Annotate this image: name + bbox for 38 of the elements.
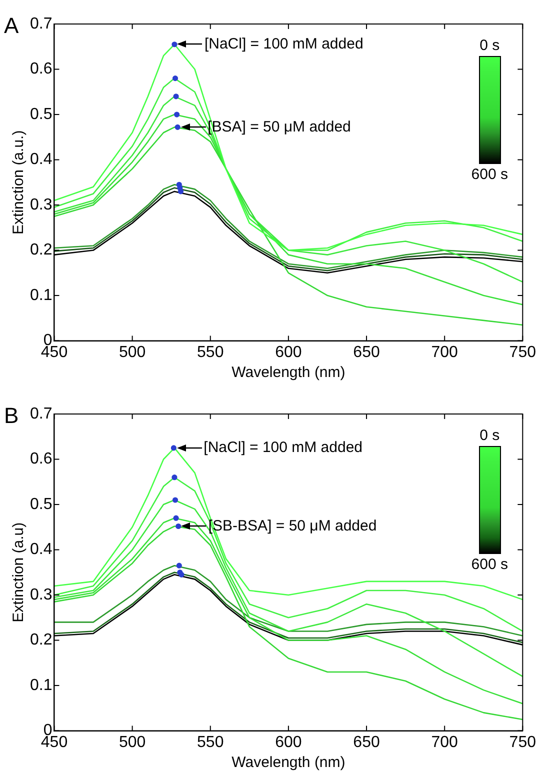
y-tick-label: 0.2 [30,242,52,259]
chart-title: A [4,13,19,38]
y-tick-label: 0.4 [30,151,52,168]
y-tick-label: 0.3 [30,196,52,214]
annotation: 600 s [471,556,508,573]
x-tick-label: 650 [353,734,380,751]
y-axis-title: Extinction (a.u.) [10,130,28,235]
y-tick-label: 0.5 [30,496,52,513]
annotation: 600 s [471,166,508,183]
y-tick-label: 0.3 [30,586,52,604]
annotation: [NaCl] = 100 mM added [204,36,364,53]
x-axis-title: Wavelength (nm) [232,754,346,772]
y-tick-label: 0.2 [30,632,52,649]
x-tick-label: 550 [197,734,224,751]
y-tick-label: 0.1 [30,286,52,304]
y-tick-label: 0.6 [30,60,52,78]
x-axis-title: Wavelength (nm) [232,364,346,382]
x-tick-label: 650 [353,344,380,361]
x-tick-label: 500 [118,344,146,361]
y-tick-label: 0.6 [30,450,52,468]
y-tick-label: 0.4 [30,541,52,558]
x-tick-label: 600 [275,734,302,751]
y-tick-label: 0.1 [30,676,52,694]
x-tick-label: 700 [431,344,458,361]
x-tick-label: 750 [509,344,536,361]
annotation: 0 s [480,427,500,444]
annotation: 0 s [480,37,500,54]
x-tick-label: 750 [509,734,536,751]
x-tick-label: 600 [275,344,302,361]
x-tick-label: 700 [431,734,458,751]
x-tick-label: 500 [118,734,146,751]
annotation: [NaCl] = 100 mM added [204,439,363,456]
x-tick-label: 550 [197,344,224,361]
y-tick-label: 0.7 [30,405,52,422]
y-axis-title: Extinction (a.u) [10,522,28,622]
y-tick-label: 0.7 [30,15,52,32]
chart-title: B [4,403,19,428]
y-tick-label: 0.5 [30,106,52,123]
